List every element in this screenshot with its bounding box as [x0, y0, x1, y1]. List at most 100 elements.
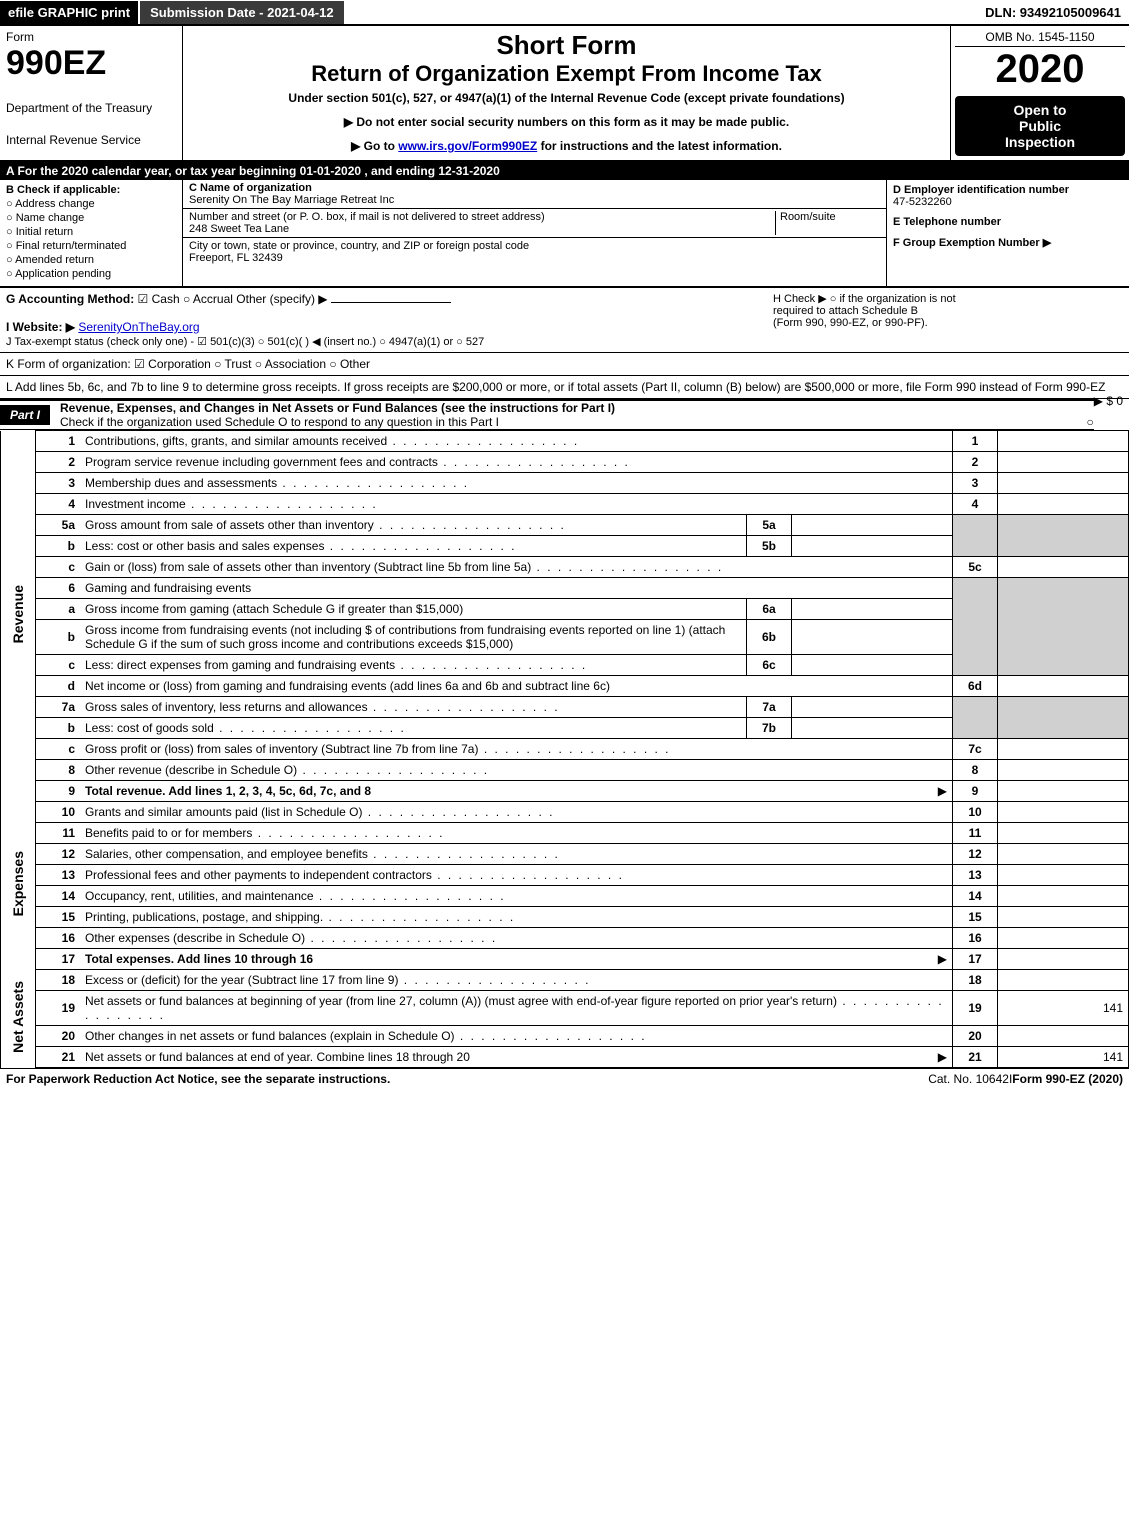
header-left: Form 990EZ Department of the Treasury In…: [0, 26, 183, 160]
l2-num: 2: [36, 452, 81, 473]
l5b-midval: [792, 536, 953, 557]
box-l: L Add lines 5b, 6c, and 7b to line 9 to …: [0, 376, 1129, 399]
h-line3: (Form 990, 990-EZ, or 990-PF).: [773, 317, 1123, 329]
g-label: G Accounting Method:: [6, 292, 134, 306]
part1-check: Check if the organization used Schedule …: [60, 415, 499, 429]
box-b: B Check if applicable: Address change Na…: [0, 180, 183, 286]
l7c-rnum: 7c: [953, 739, 998, 760]
l16-desc: Other expenses (describe in Schedule O): [80, 928, 953, 949]
revenue-label: Revenue: [1, 431, 36, 802]
l15-desc: Printing, publications, postage, and shi…: [80, 907, 953, 928]
top-bar: efile GRAPHIC print Submission Date - 20…: [0, 0, 1129, 26]
l18-rnum: 18: [953, 970, 998, 991]
l6d-num: d: [36, 676, 81, 697]
line-9: 9 Total revenue. Add lines 1, 2, 3, 4, 5…: [1, 781, 1129, 802]
line-17: 17 Total expenses. Add lines 10 through …: [1, 949, 1129, 970]
part1-header: Part I Revenue, Expenses, and Changes in…: [0, 399, 1094, 430]
l6-shade2: [998, 578, 1129, 676]
city-value: Freeport, FL 32439: [189, 252, 283, 264]
l16-val: [998, 928, 1129, 949]
part1-title-text: Revenue, Expenses, and Changes in Net As…: [60, 401, 615, 415]
l6-desc: Gaming and fundraising events: [80, 578, 953, 599]
note-pre: ▶ Go to: [351, 139, 398, 153]
expenses-label: Expenses: [1, 802, 36, 970]
box-c: C Name of organization Serenity On The B…: [183, 180, 887, 286]
chk-accrual[interactable]: Accrual: [183, 292, 233, 306]
l6b-midval: [792, 620, 953, 655]
l19-desc: Net assets or fund balances at beginning…: [80, 991, 953, 1026]
l9-rnum: 9: [953, 781, 998, 802]
l14-num: 14: [36, 886, 81, 907]
l15-rnum: 15: [953, 907, 998, 928]
h-line2: required to attach Schedule B: [773, 305, 1123, 317]
l4-rnum: 4: [953, 494, 998, 515]
l5ab-shade2: [998, 515, 1129, 557]
l10-val: [998, 802, 1129, 823]
l20-val: [998, 1026, 1129, 1047]
chk-amended[interactable]: Amended return: [6, 254, 176, 266]
l6b-mid: 6b: [747, 620, 792, 655]
box-b-title: B Check if applicable:: [6, 184, 120, 196]
l6b-num: b: [36, 620, 81, 655]
l21-val: 141: [998, 1047, 1129, 1068]
chk-pending[interactable]: Application pending: [6, 268, 176, 280]
org-name-label: C Name of organization: [189, 182, 312, 194]
l6b-desc: Gross income from fundraising events (no…: [80, 620, 747, 655]
g-other: Other (specify) ▶: [236, 292, 327, 306]
line-5a: 5a Gross amount from sale of assets othe…: [1, 515, 1129, 536]
irs-link[interactable]: www.irs.gov/Form990EZ: [398, 139, 537, 153]
chk-name[interactable]: Name change: [6, 212, 176, 224]
title-return: Return of Organization Exempt From Incom…: [187, 61, 946, 87]
l21-num: 21: [36, 1047, 81, 1068]
header-right: OMB No. 1545-1150 2020 Open to Public In…: [950, 26, 1129, 160]
l4-desc: Investment income: [80, 494, 953, 515]
l8-num: 8: [36, 760, 81, 781]
chk-final[interactable]: Final return/terminated: [6, 240, 176, 252]
form-number: 990EZ: [6, 44, 176, 83]
l19-num: 19: [36, 991, 81, 1026]
l-arrow: ▶ $ 0: [1094, 394, 1123, 408]
l1-val: [998, 431, 1129, 452]
l7-shade1: [953, 697, 998, 739]
website-link[interactable]: SerenityOnTheBay.org: [78, 320, 199, 334]
g-other-line[interactable]: [331, 302, 451, 303]
line-8: 8 Other revenue (describe in Schedule O)…: [1, 760, 1129, 781]
part1-check-box[interactable]: ○: [1087, 415, 1094, 429]
l6c-num: c: [36, 655, 81, 676]
efile-label[interactable]: efile GRAPHIC print: [0, 1, 138, 24]
ein-value: 47-5232260: [893, 196, 952, 208]
l17-num: 17: [36, 949, 81, 970]
l18-desc: Excess or (deficit) for the year (Subtra…: [80, 970, 953, 991]
l14-val: [998, 886, 1129, 907]
footer-left: For Paperwork Reduction Act Notice, see …: [6, 1072, 928, 1086]
chk-initial[interactable]: Initial return: [6, 226, 176, 238]
chk-cash[interactable]: Cash: [138, 292, 180, 306]
group-label: F Group Exemption Number ▶: [893, 237, 1051, 249]
l6a-num: a: [36, 599, 81, 620]
h-line1: H Check ▶ ○ if the organization is not: [773, 292, 1123, 305]
l21-rnum: 21: [953, 1047, 998, 1068]
title-shortform: Short Form: [187, 30, 946, 61]
line-21: 21 Net assets or fund balances at end of…: [1, 1047, 1129, 1068]
line-10: Expenses 10 Grants and similar amounts p…: [1, 802, 1129, 823]
footer: For Paperwork Reduction Act Notice, see …: [0, 1068, 1129, 1089]
subtitle: Under section 501(c), 527, or 4947(a)(1)…: [187, 91, 946, 105]
l7b-midval: [792, 718, 953, 739]
l8-rnum: 8: [953, 760, 998, 781]
l19-val: 141: [998, 991, 1129, 1026]
l16-num: 16: [36, 928, 81, 949]
footer-mid: Cat. No. 10642I: [928, 1072, 1012, 1086]
gh-row: G Accounting Method: Cash Accrual Other …: [0, 288, 1129, 353]
chk-address[interactable]: Address change: [6, 198, 176, 210]
city-row: City or town, state or province, country…: [183, 238, 886, 266]
line-7c: c Gross profit or (loss) from sales of i…: [1, 739, 1129, 760]
tax-year: 2020: [955, 47, 1125, 92]
box-d: D Employer identification number 47-5232…: [887, 180, 1129, 286]
l5c-num: c: [36, 557, 81, 578]
l7c-num: c: [36, 739, 81, 760]
l14-desc: Occupancy, rent, utilities, and maintena…: [80, 886, 953, 907]
l7-shade2: [998, 697, 1129, 739]
line-2: 2 Program service revenue including gove…: [1, 452, 1129, 473]
box-h: H Check ▶ ○ if the organization is not r…: [773, 292, 1123, 348]
ein-label: D Employer identification number: [893, 184, 1069, 196]
